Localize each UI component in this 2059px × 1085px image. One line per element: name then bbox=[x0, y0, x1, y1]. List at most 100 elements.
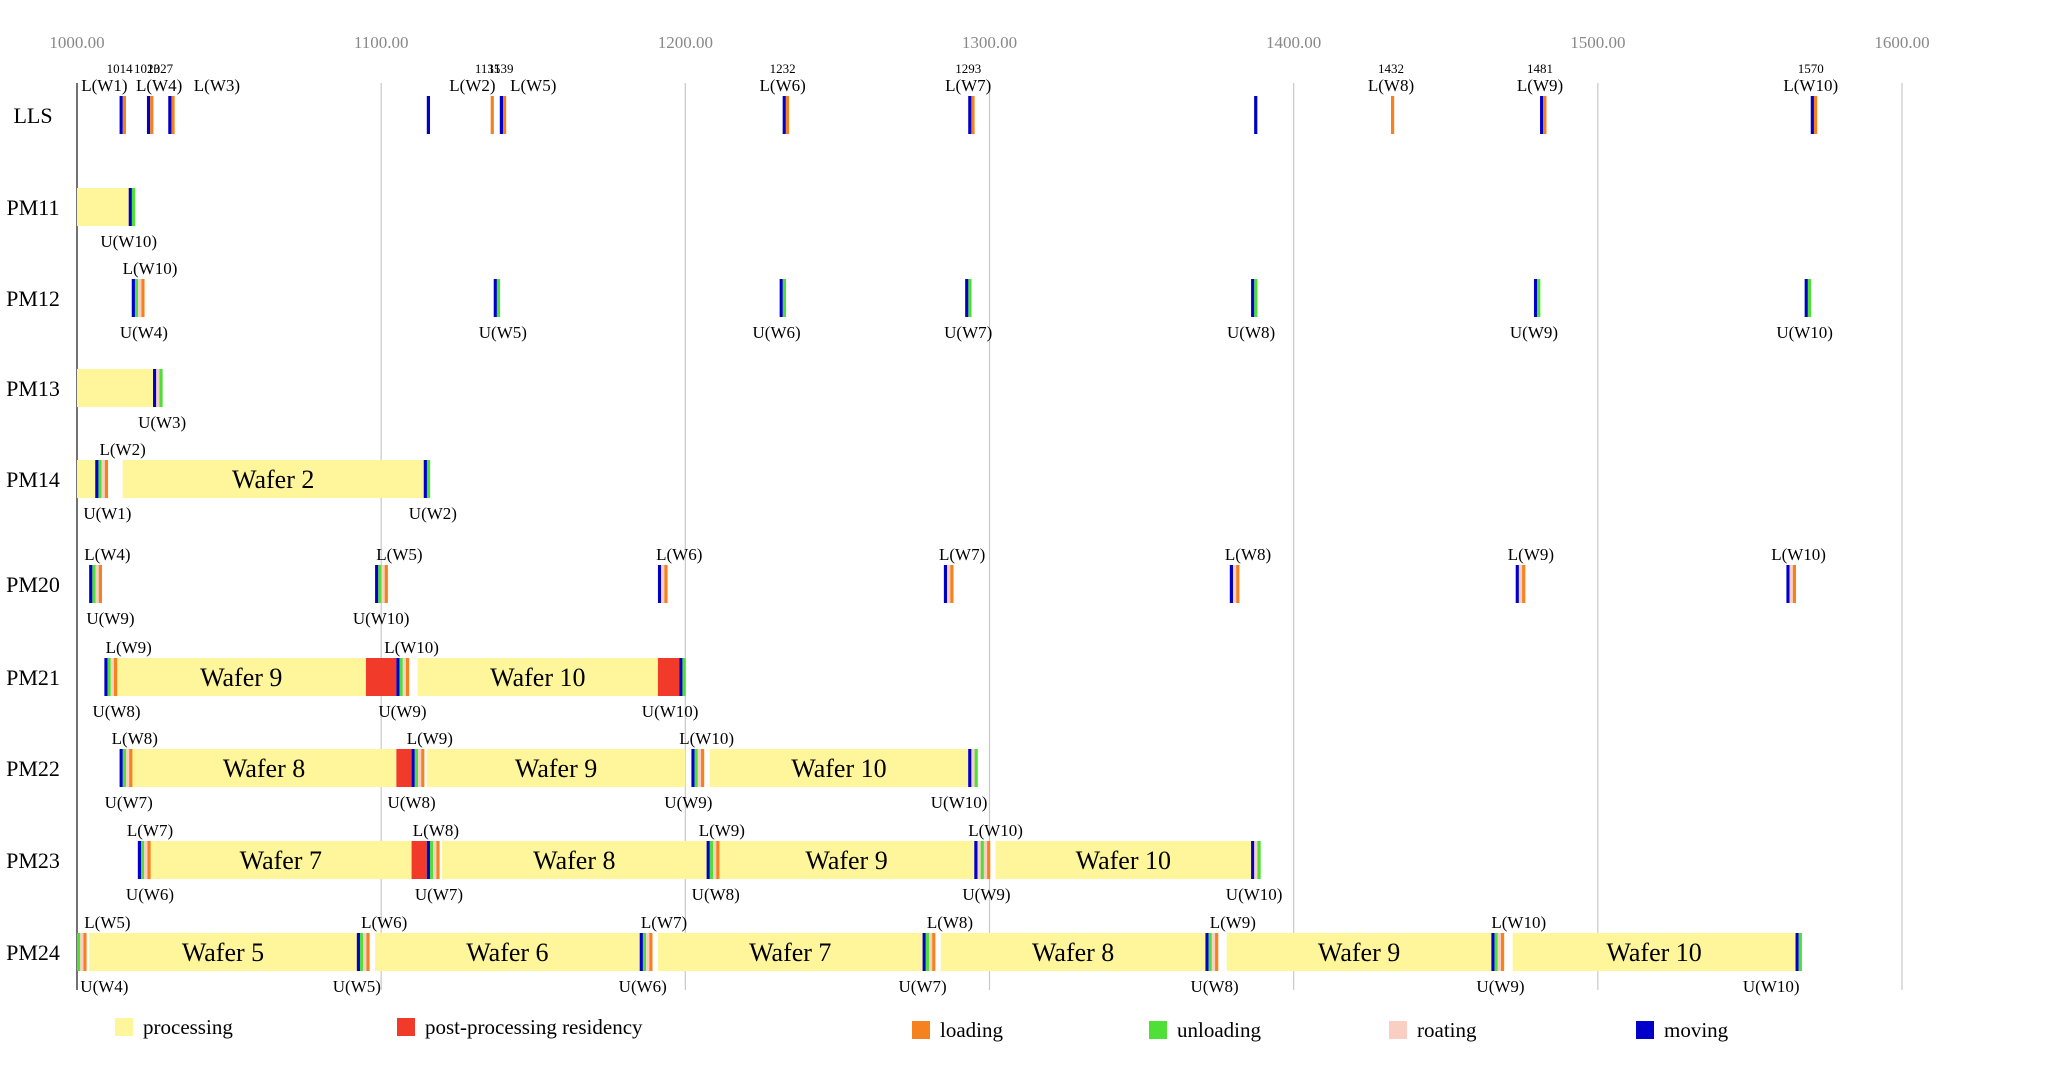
event-annotation: U(W8) bbox=[692, 885, 740, 904]
rotating-marker bbox=[713, 841, 717, 879]
moving-marker bbox=[691, 749, 695, 787]
row-labels: LLS PM11 PM12 PM13 PM14 PM20 PM21 PM22 PM23 PM24 bbox=[6, 103, 60, 965]
moving-marker bbox=[499, 96, 503, 134]
event-annotation: L(W8) bbox=[112, 729, 158, 748]
event-annotation: U(W3) bbox=[138, 413, 186, 432]
row-label: LLS bbox=[13, 103, 52, 128]
event-annotation: L(W10) bbox=[123, 259, 178, 278]
rotating-marker bbox=[1211, 933, 1216, 971]
event-annotation: L(W10) bbox=[1491, 913, 1546, 932]
unloading-marker bbox=[974, 749, 978, 787]
wafer-label: Wafer 9 bbox=[200, 663, 282, 692]
event-annotation: L(W3) bbox=[194, 76, 240, 95]
unloading-marker bbox=[496, 279, 501, 317]
unloading-marker bbox=[1537, 279, 1541, 317]
loading-marker bbox=[987, 841, 991, 879]
moving-marker bbox=[679, 658, 683, 696]
rotating-marker bbox=[156, 369, 160, 407]
moving-marker bbox=[706, 841, 710, 879]
loading-marker bbox=[701, 749, 705, 787]
event-annotation: U(W6) bbox=[753, 323, 801, 342]
moving-marker bbox=[375, 565, 379, 603]
moving-marker bbox=[356, 933, 361, 971]
event-annotation: L(W7) bbox=[127, 821, 173, 840]
moving-marker bbox=[1795, 933, 1799, 971]
moving-marker bbox=[1533, 279, 1538, 317]
processing-segment bbox=[718, 841, 975, 879]
legend-swatch bbox=[1636, 1021, 1654, 1039]
loading-marker bbox=[122, 96, 126, 134]
event-annotation: U(W4) bbox=[120, 323, 168, 342]
wafer-label: Wafer 8 bbox=[1032, 938, 1114, 967]
event-annotation: U(W10) bbox=[100, 232, 157, 251]
rotating-marker bbox=[138, 279, 142, 317]
moving-marker bbox=[131, 279, 135, 317]
unloading-marker bbox=[77, 933, 81, 971]
moving-marker bbox=[943, 565, 948, 603]
wafer-label: Wafer 8 bbox=[223, 754, 305, 783]
rotating-marker bbox=[1518, 565, 1523, 603]
processing-segment bbox=[1512, 933, 1796, 971]
unloading-marker bbox=[134, 279, 139, 317]
rotating-marker bbox=[417, 749, 422, 787]
legend-label: roating bbox=[1417, 1018, 1477, 1042]
moving-marker bbox=[974, 841, 978, 879]
row-label: PM12 bbox=[6, 286, 60, 311]
moving-marker bbox=[493, 279, 497, 317]
processing-segment bbox=[150, 841, 412, 879]
x-tick-label: 1300.00 bbox=[962, 33, 1017, 52]
event-annotation: L(W10) bbox=[1783, 76, 1838, 95]
event-annotation: L(W7) bbox=[939, 545, 985, 564]
row-label: PM21 bbox=[6, 665, 60, 690]
x-tick-label: 1200.00 bbox=[658, 33, 713, 52]
event-annotation: L(W4) bbox=[84, 545, 130, 564]
event-annotation: U(W9) bbox=[962, 885, 1010, 904]
unloading-marker bbox=[414, 749, 418, 787]
moving-marker bbox=[426, 841, 430, 879]
event-annotation: U(W5) bbox=[479, 323, 527, 342]
moving-marker bbox=[639, 933, 643, 971]
x-tick-label: 1600.00 bbox=[1874, 33, 1929, 52]
loading-marker bbox=[366, 933, 370, 971]
rotating-marker bbox=[402, 658, 406, 696]
grid-lines bbox=[76, 83, 1903, 990]
loading-marker bbox=[171, 96, 175, 134]
event-annotation: U(W8) bbox=[92, 702, 140, 721]
moving-marker bbox=[146, 96, 151, 134]
processing-segment bbox=[426, 749, 686, 787]
loading-marker bbox=[785, 96, 790, 134]
rotating-marker bbox=[95, 565, 99, 603]
legend-swatch bbox=[397, 1018, 415, 1036]
unloading-marker bbox=[429, 841, 434, 879]
loading-marker bbox=[1543, 96, 1547, 134]
event-annotation: L(W2) bbox=[449, 76, 495, 95]
loading-marker bbox=[932, 933, 936, 971]
unloading-marker bbox=[709, 841, 714, 879]
loading-marker bbox=[405, 658, 410, 696]
loading-marker bbox=[649, 933, 653, 971]
rotating-marker bbox=[646, 933, 650, 971]
processing-segment bbox=[89, 933, 357, 971]
rotating-marker bbox=[110, 658, 114, 696]
processing-segment bbox=[417, 658, 658, 696]
legend-label: processing bbox=[143, 1015, 233, 1039]
moving-marker bbox=[965, 279, 969, 317]
moving-marker bbox=[1251, 279, 1255, 317]
event-annotation: L(W6) bbox=[361, 913, 407, 932]
event-annotation: L(W10) bbox=[384, 638, 439, 657]
rotating-marker bbox=[125, 749, 130, 787]
event-annotation: U(W6) bbox=[126, 885, 174, 904]
event-annotation: U(W5) bbox=[333, 977, 381, 996]
processing-segment bbox=[375, 933, 640, 971]
processing-segment bbox=[995, 841, 1252, 879]
rotating-marker bbox=[928, 933, 933, 971]
processing-segment bbox=[77, 369, 157, 407]
loading-marker bbox=[950, 565, 954, 603]
rotating-marker bbox=[144, 841, 148, 879]
unloading-marker bbox=[159, 369, 163, 407]
residency-segment bbox=[657, 658, 680, 696]
loading-marker bbox=[141, 279, 145, 317]
wafer-label: Wafer 7 bbox=[749, 938, 831, 967]
